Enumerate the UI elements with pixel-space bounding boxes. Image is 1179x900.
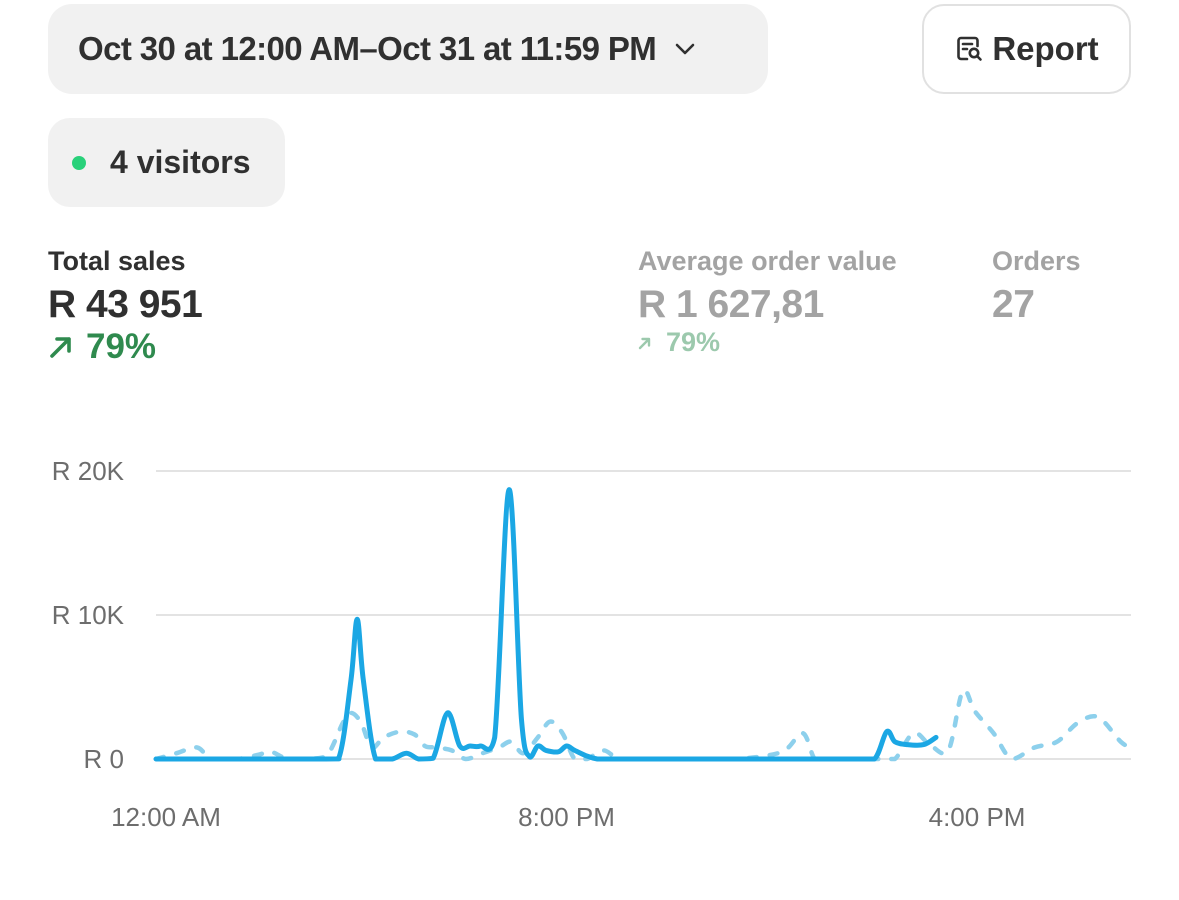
metric-label: Orders [992, 246, 1081, 276]
report-button[interactable]: Report [922, 4, 1131, 94]
metric-average-order-value[interactable]: Average order value R 1 627,81 79% [638, 246, 897, 358]
current-series-line [153, 487, 939, 762]
metric-value: 27 [992, 283, 1035, 326]
arrow-up-right-icon [50, 337, 71, 358]
metric-total-sales[interactable]: Total sales R 43 951 79% [48, 246, 203, 367]
arrow-up-right-icon [638, 337, 651, 349]
metric-change: 79% [48, 327, 202, 367]
y-tick-label: R 0 [84, 744, 124, 774]
report-search-icon [954, 34, 984, 64]
sales-chart: R 20K R 10K R 0 12:00 AM 8:00 PM 4:00 PM [52, 456, 1134, 832]
x-tick-label: 8:00 PM [518, 802, 615, 832]
metric-change-value: 79% [666, 327, 721, 357]
metric-change: 79% [638, 327, 897, 358]
y-tick-label: R 20K [52, 456, 125, 486]
date-range-selector[interactable]: Oct 30 at 12:00 AM–Oct 31 at 11:59 PM [48, 4, 768, 94]
metric-label: Total sales [48, 246, 186, 276]
chevron-down-icon [674, 42, 696, 56]
date-range-label: Oct 30 at 12:00 AM–Oct 31 at 11:59 PM [78, 30, 657, 67]
report-label: Report [992, 30, 1099, 67]
y-tick-label: R 10K [52, 600, 125, 630]
metric-orders[interactable]: Orders 27 [992, 246, 1081, 327]
live-visitors-badge[interactable]: 4 visitors [48, 118, 285, 207]
x-tick-label: 12:00 AM [111, 802, 221, 832]
metric-change-value: 79% [86, 327, 157, 366]
x-tick-label: 4:00 PM [929, 802, 1026, 832]
live-status-dot [72, 155, 86, 170]
visitors-label: 4 visitors [110, 144, 251, 180]
metric-label: Average order value [638, 246, 897, 276]
metric-value: R 43 951 [48, 283, 203, 326]
comparison-series-line [153, 687, 1134, 762]
metric-value: R 1 627,81 [638, 283, 824, 326]
